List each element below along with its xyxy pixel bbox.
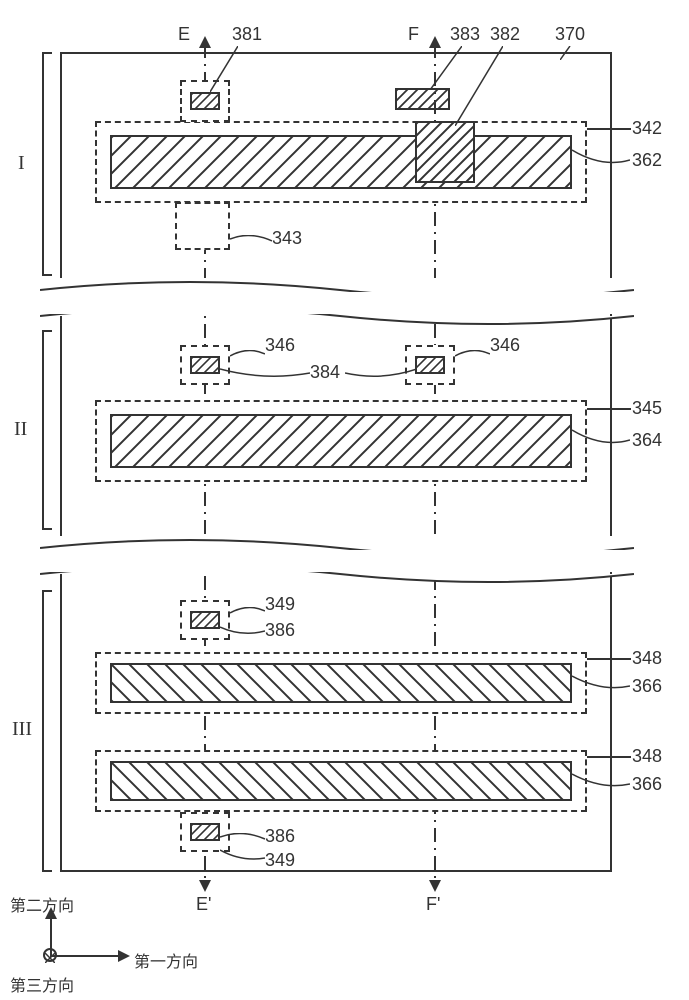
label-381: 381	[232, 24, 262, 45]
leader-346a	[230, 345, 265, 353]
hatch-box-383	[395, 88, 450, 110]
dashed-box-343	[175, 202, 230, 250]
leader-362	[572, 142, 630, 168]
bracket-iii-vert	[42, 590, 44, 872]
label-382: 382	[490, 24, 520, 45]
arrow-e-bottom	[199, 880, 211, 892]
label-386b: 386	[265, 826, 295, 847]
hatch-box-386a	[190, 611, 220, 629]
leader-366b	[572, 768, 630, 790]
leader-370	[560, 46, 580, 60]
label-342: 342	[632, 118, 662, 139]
label-346a: 346	[265, 335, 295, 356]
hatch-bar-366b	[110, 761, 572, 801]
break-gap-1	[40, 292, 634, 314]
label-f-prime: F'	[426, 894, 440, 915]
hatch-box-381	[190, 92, 220, 110]
hatch-box-384a	[190, 356, 220, 374]
axis-label-dir2: 第二方向	[10, 892, 74, 916]
label-384: 384	[310, 362, 340, 383]
label-346b: 346	[490, 335, 520, 356]
roman-i: I	[18, 152, 25, 175]
hatch-bar-362	[110, 135, 572, 189]
hatch-box-386b	[190, 823, 220, 841]
leader-366a	[572, 670, 630, 692]
leader-381	[210, 46, 238, 92]
label-348b: 348	[632, 746, 662, 767]
bracket-iii-bot	[42, 870, 52, 872]
roman-ii: II	[14, 418, 27, 441]
leader-364	[572, 422, 630, 448]
hatch-box-384b	[415, 356, 445, 374]
leader-346b	[455, 345, 490, 353]
label-366a: 366	[632, 676, 662, 697]
label-343: 343	[272, 228, 302, 249]
leader-348b	[587, 756, 631, 758]
label-f: F	[408, 24, 419, 45]
leader-384b	[345, 366, 417, 378]
label-370: 370	[555, 24, 585, 45]
axis-label-dir1: 第一方向	[134, 948, 198, 972]
bracket-i-bot	[42, 274, 52, 276]
leader-345	[587, 408, 631, 410]
axis-label-dir3: 第三方向	[10, 972, 74, 996]
leader-386a	[220, 622, 265, 632]
bracket-ii-vert	[42, 330, 44, 530]
leader-382	[455, 46, 503, 126]
bracket-iii-top	[42, 590, 52, 592]
hatch-box-382	[415, 121, 475, 183]
label-383: 383	[450, 24, 480, 45]
label-349a: 349	[265, 594, 295, 615]
label-349b: 349	[265, 850, 295, 871]
bracket-i-top	[42, 52, 52, 54]
label-366b: 366	[632, 774, 662, 795]
leader-349b	[220, 848, 265, 862]
label-345: 345	[632, 398, 662, 419]
leader-348a	[587, 658, 631, 660]
break-gap-2	[40, 550, 634, 572]
leader-386b	[220, 830, 265, 840]
arrow-f-bottom	[429, 880, 441, 892]
leader-384a	[220, 366, 310, 378]
bracket-ii-bot	[42, 528, 52, 530]
hatch-bar-366a	[110, 663, 572, 703]
roman-iii: III	[12, 718, 32, 741]
label-362: 362	[632, 150, 662, 171]
label-348a: 348	[632, 648, 662, 669]
label-e: E	[178, 24, 190, 45]
bracket-i-vert	[42, 52, 44, 276]
label-386a: 386	[265, 620, 295, 641]
label-364: 364	[632, 430, 662, 451]
leader-343	[230, 232, 272, 242]
hatch-bar-364	[110, 414, 572, 468]
label-e-prime: E'	[196, 894, 211, 915]
bracket-ii-top	[42, 330, 52, 332]
leader-342	[587, 128, 631, 130]
leader-349a	[230, 602, 265, 610]
